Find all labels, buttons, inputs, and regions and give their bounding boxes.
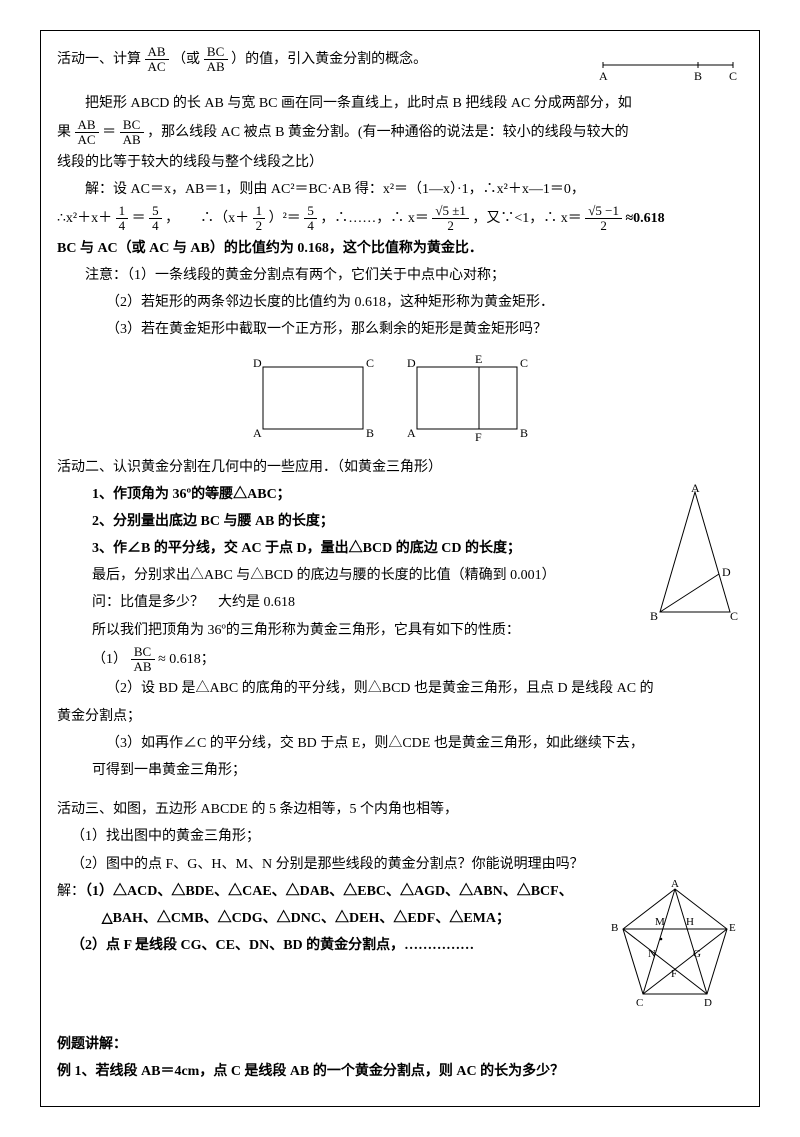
dot-icon <box>660 937 663 940</box>
step: 所以我们把顶角为 36º的三角形称为黄金三角形，它具有如下的性质： <box>57 618 743 643</box>
svg-text:D: D <box>407 356 416 370</box>
solving-step: ∴x²＋x＋ 14 ＝ 54 ， ∴（x＋ 12 ）²＝ 54 ，∴……，∴ x… <box>57 204 743 234</box>
svg-text:D: D <box>704 997 712 1009</box>
svg-text:B: B <box>366 426 374 440</box>
label-c: C <box>729 69 737 83</box>
svg-text:B: B <box>611 922 618 934</box>
svg-text:A: A <box>691 482 700 495</box>
property-2: （2）设 BD 是△ABC 的底角的平分线，则△BCD 也是黄金三角形，且点 D… <box>57 676 743 701</box>
svg-text:F: F <box>671 968 677 980</box>
examples-header: 例题讲解： <box>57 1032 743 1057</box>
question: （2）图中的点 F、G、H、M、N 分别是那些线段的黄金分割点？你能说明理由吗？ <box>57 852 743 877</box>
svg-text:A: A <box>253 426 262 440</box>
svg-text:D: D <box>253 356 262 370</box>
svg-text:B: B <box>520 426 528 440</box>
pentagon-star: A B C D E M H N G F <box>608 879 743 1014</box>
para: BC 与 AC（或 AC 与 AB）的比值约为 0.168，这个比值称为黄金比． <box>57 236 743 261</box>
label-a: A <box>599 69 608 83</box>
svg-text:N: N <box>648 948 656 960</box>
line-segment-abc: A B C <box>593 55 743 85</box>
text: ）的值，引入黄金分割的概念。 <box>231 52 427 67</box>
svg-text:F: F <box>475 430 482 444</box>
activity2-title: 活动二、认识黄金分割在几何中的一些应用．（如黄金三角形） <box>57 455 743 480</box>
solving-step: 解：设 AC＝x，AB＝1，则由 AC²＝BC·AB 得：x²＝（1—x）·1，… <box>57 177 743 202</box>
frac-bc-ab: BC AB <box>204 45 228 75</box>
svg-text:G: G <box>693 948 701 960</box>
property-3b: 可得到一串黄金三角形； <box>57 758 743 783</box>
step: 2、分别量出底边 BC 与腰 AB 的长度； <box>57 509 743 534</box>
golden-triangle: A B C D <box>648 482 743 627</box>
note: （3）若在黄金矩形中截取一个正方形，那么剩余的矩形是黄金矩形吗？ <box>57 317 743 342</box>
question: （1）找出图中的黄金三角形； <box>57 824 743 849</box>
rectangle-abcd-ef: D C A B E F <box>392 349 562 449</box>
activity1-title-pre: 活动一、计算 <box>57 52 141 67</box>
para: 把矩形 ABCD 的长 AB 与宽 BC 画在同一条直线上，此时点 B 把线段 … <box>57 91 743 116</box>
svg-text:C: C <box>730 609 738 623</box>
svg-text:C: C <box>636 997 643 1009</box>
svg-text:E: E <box>475 352 482 366</box>
property-3: （3）如再作∠C 的平分线，交 BD 于点 E，则△CDE 也是黄金三角形，如此… <box>57 731 743 756</box>
svg-text:H: H <box>686 916 694 928</box>
property-1: （1） BCAB ≈ 0.618； <box>57 645 743 675</box>
svg-text:M: M <box>655 916 665 928</box>
frac-ab-ac: AB AC <box>145 45 169 75</box>
svg-text:A: A <box>407 426 416 440</box>
svg-text:B: B <box>650 609 658 623</box>
para: 线段的比等于较大的线段与整个线段之比） <box>57 150 743 175</box>
activity3-title: 活动三、如图，五边形 ABCDE 的 5 条边相等，5 个内角也相等， <box>57 797 743 822</box>
property-2b: 黄金分割点； <box>57 704 743 729</box>
para: 果 ABAC ＝ BCAB ，那么线段 AC 被点 B 黄金分割。(有一种通俗的… <box>57 118 743 148</box>
step: 问：比值是多少？ 大约是 0.618 <box>57 590 743 615</box>
note: 注意：（1）一条线段的黄金分割点有两个，它们关于中点中心对称； <box>57 263 743 288</box>
svg-text:D: D <box>722 565 731 579</box>
note: （2）若矩形的两条邻边长度的比值约为 0.618，这种矩形称为黄金矩形． <box>57 290 743 315</box>
label-b: B <box>694 69 702 83</box>
step: 1、作顶角为 36º的等腰△ABC； <box>57 482 743 507</box>
step: 最后，分别求出△ABC 与△BCD 的底边与腰的长度的比值（精确到 0.001） <box>57 563 743 588</box>
example-1: 例 1、若线段 AB＝4cm，点 C 是线段 AB 的一个黄金分割点，则 AC … <box>57 1059 743 1084</box>
step: 3、作∠B 的平分线，交 AC 于点 D，量出△BCD 的底边 CD 的长度； <box>57 536 743 561</box>
svg-text:C: C <box>520 356 528 370</box>
rectangle-abcd: D C A B <box>238 349 388 449</box>
svg-text:E: E <box>729 922 736 934</box>
text: （或 <box>172 52 200 67</box>
svg-text:C: C <box>366 356 374 370</box>
svg-text:A: A <box>671 879 679 890</box>
